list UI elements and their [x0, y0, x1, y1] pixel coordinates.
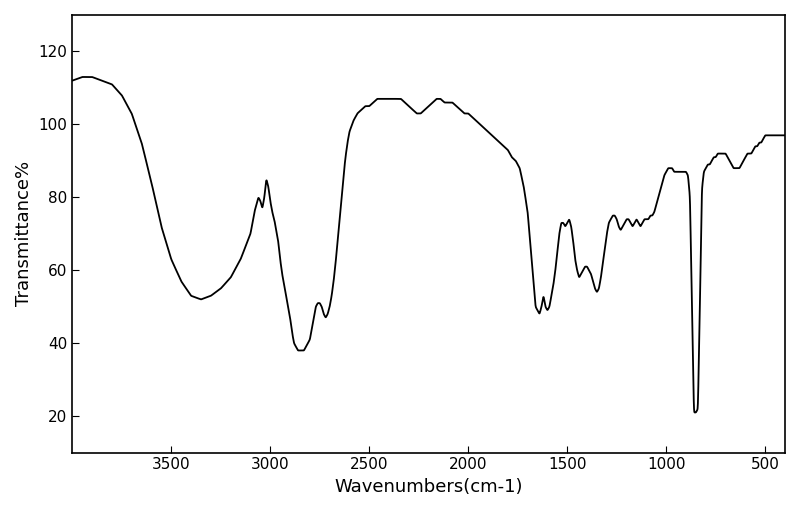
Y-axis label: Transmittance%: Transmittance%	[15, 161, 33, 307]
X-axis label: Wavenumbers(cm-1): Wavenumbers(cm-1)	[334, 478, 523, 496]
